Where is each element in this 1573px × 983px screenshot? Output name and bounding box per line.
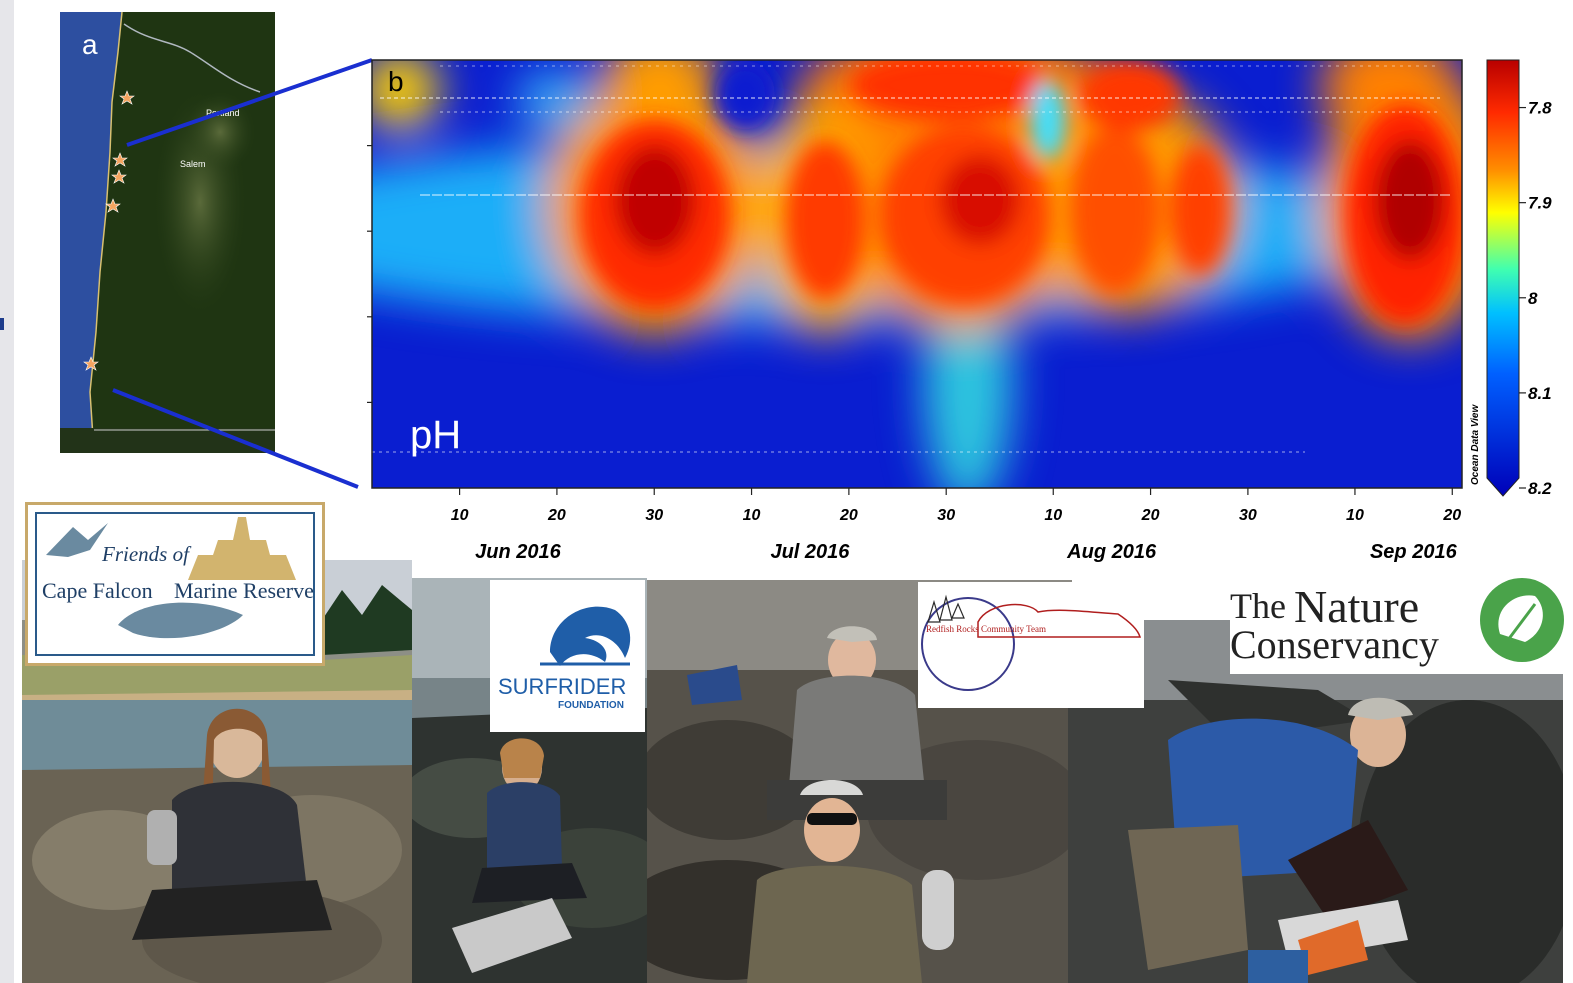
- colorbar-tick-label: 8: [1528, 289, 1538, 308]
- x-tick-label: 10: [1346, 507, 1364, 524]
- circle-emblem: [921, 597, 1015, 691]
- surfrider-text: SURFRIDER: [498, 674, 626, 699]
- logo-friends-cape-falcon: Friends of Cape Falcon Marine Reserve: [25, 502, 325, 666]
- x-tick-label: 30: [645, 507, 663, 524]
- y-axis-ticks: [367, 145, 372, 403]
- x-tick-label: 10: [743, 507, 761, 524]
- x-tick-label: 20: [547, 507, 566, 524]
- left-edge-bar: [0, 0, 14, 983]
- x-axis-ticks: 10 20 30 10 20 30 10 20 30 10 20: [451, 488, 1461, 524]
- month-label: Aug 2016: [1066, 541, 1157, 563]
- variable-label: pH: [410, 413, 461, 457]
- month-label: Jul 2016: [770, 541, 850, 563]
- city-label-salem: Salem: [180, 159, 206, 169]
- ph-heatmap-chart: 10 20 30 10 20 30 10 20 30 10 20 Jun 2016 Jul 2016 A…: [112, 58, 1552, 563]
- cape-falcon-text: Cape Falcon: [42, 578, 153, 603]
- site-star-2: [112, 152, 128, 167]
- month-labels: Jun 2016 Jul 2016 Aug 2016 Sep 2016: [475, 541, 1457, 563]
- castle-icon: [188, 517, 296, 580]
- colorbar: 7.8 7.9 8 8.1 8.2: [1486, 59, 1552, 498]
- x-tick-label: 20: [1442, 507, 1461, 524]
- x-tick-label: 20: [839, 507, 858, 524]
- foundation-text: FOUNDATION: [558, 700, 624, 711]
- site-star-1: [119, 90, 135, 105]
- x-tick-label: 20: [1141, 507, 1160, 524]
- wave-icon: [550, 606, 631, 666]
- satellite-map: a Portland Salem: [60, 12, 275, 453]
- x-tick-label: 30: [937, 507, 955, 524]
- left-edge-marker: [0, 318, 4, 330]
- colorbar-tick-label: 8.1: [1528, 384, 1552, 403]
- x-tick-label: 10: [1044, 507, 1062, 524]
- logo-surfrider: SURFRIDER FOUNDATION: [490, 580, 645, 732]
- month-label: Sep 2016: [1370, 541, 1458, 563]
- connector-top: [126, 58, 373, 147]
- colorbar-tick-label: 8.2: [1528, 479, 1552, 498]
- tnc-conservancy-text: Conservancy: [1230, 622, 1439, 667]
- rock-icon: [977, 603, 1141, 638]
- colorbar-tick-label: 7.8: [1528, 99, 1552, 118]
- site-star-5: [83, 356, 99, 371]
- tnc-nature-text: Nature: [1294, 581, 1419, 632]
- logo-redfish-rocks: Redfish Rocks Community Team: [918, 582, 1144, 708]
- tree-icon: [927, 594, 965, 623]
- ocean-data-view-label: Ocean Data View: [1470, 404, 1481, 485]
- logo-nature-conservancy: The Nature Conservancy: [1230, 574, 1565, 674]
- plot-frame: [371, 59, 1463, 489]
- panel-b-letter: b: [388, 66, 404, 97]
- redfish-rocks-text: Redfish Rocks Community Team: [926, 624, 1046, 634]
- colorbar-tick-label: 7.9: [1528, 194, 1552, 213]
- heatmap-field: [372, 60, 1462, 488]
- panel-a-letter: a: [82, 29, 98, 60]
- colorbar-fill: [1486, 59, 1520, 497]
- map-graphic: a Portland Salem: [60, 12, 275, 453]
- x-tick-label: 30: [1239, 507, 1257, 524]
- site-star-3: [111, 169, 127, 184]
- tnc-the-text: The: [1230, 586, 1286, 626]
- connector-bottom: [112, 388, 359, 489]
- bird-icon: [46, 523, 108, 557]
- month-label: Jun 2016: [475, 541, 561, 563]
- friends-of-text: Friends of: [101, 542, 192, 566]
- photo-nature-conservancy-volunteer: [1068, 620, 1563, 983]
- colorbar-ticks: 7.8 7.9 8 8.1 8.2: [1519, 99, 1552, 498]
- whale-icon: [118, 602, 243, 639]
- x-tick-label: 10: [451, 507, 469, 524]
- site-star-4: [105, 198, 121, 213]
- marine-reserve-text: Marine Reserve: [174, 578, 314, 603]
